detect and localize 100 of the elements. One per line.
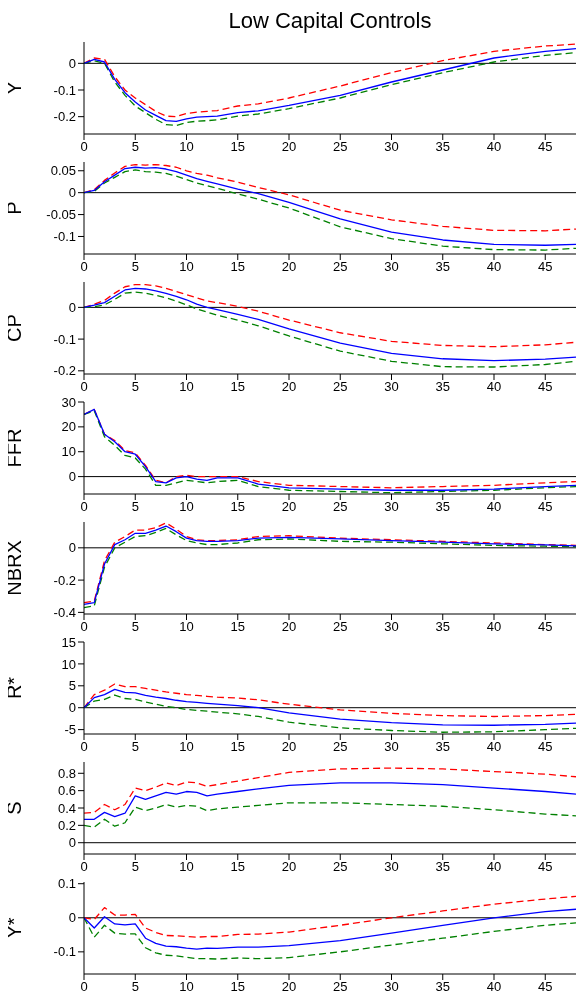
- y-tick-label: 10: [61, 444, 76, 460]
- y-tick-label: -0.1: [53, 82, 76, 98]
- x-tick-label: 45: [538, 139, 553, 155]
- x-tick-label: 25: [333, 379, 348, 395]
- x-tick-label: 35: [435, 739, 450, 755]
- y-tick-label: 5: [68, 678, 76, 694]
- x-tick-label: 40: [486, 859, 502, 875]
- x-tick-label: 10: [179, 739, 194, 755]
- y-tick-label: 20: [61, 419, 76, 435]
- x-tick-label: 5: [131, 379, 139, 395]
- chart-title: Low Capital Controls: [227, 8, 433, 35]
- x-tick-label: 15: [230, 379, 245, 395]
- x-tick-label: 35: [435, 259, 450, 275]
- y-tick-label: 0: [68, 910, 76, 926]
- y-tick-label: 15: [61, 634, 76, 650]
- y-tick-label: 0: [68, 540, 76, 556]
- x-tick-label: 30: [384, 979, 399, 995]
- x-tick-label: 40: [486, 739, 502, 755]
- x-tick-label: 5: [131, 259, 139, 275]
- y-tick-label: 10: [61, 656, 76, 672]
- x-tick-label: 45: [538, 379, 553, 395]
- y-tick-label: 0: [68, 700, 76, 716]
- y-axis-title: FFR: [3, 428, 26, 468]
- x-tick-label: 20: [281, 139, 297, 155]
- y-tick-label: -0.2: [53, 109, 76, 125]
- x-tick-label: 5: [131, 139, 139, 155]
- x-tick-label: 5: [131, 739, 139, 755]
- y-axis-title: Y: [3, 81, 26, 95]
- y-tick-label: 0.1: [57, 876, 76, 892]
- x-tick-label: 10: [179, 499, 194, 515]
- x-tick-label: 25: [333, 259, 348, 275]
- x-tick-label: 0: [80, 499, 88, 515]
- y-tick-label: -0.2: [53, 363, 76, 379]
- x-tick-label: 0: [80, 979, 88, 995]
- x-tick-label: 15: [230, 979, 245, 995]
- x-tick-label: 5: [131, 499, 139, 515]
- y-axis-title: Y*: [3, 917, 26, 939]
- x-tick-label: 45: [538, 979, 553, 995]
- y-tick-label: -0.05: [46, 207, 76, 223]
- x-tick-label: 15: [230, 859, 245, 875]
- x-tick-label: 30: [384, 859, 399, 875]
- y-tick-label: -5: [64, 722, 76, 738]
- x-tick-label: 20: [281, 259, 297, 275]
- x-tick-label: 20: [281, 979, 297, 995]
- x-tick-label: 45: [538, 859, 553, 875]
- x-tick-label: 35: [435, 859, 450, 875]
- x-tick-label: 40: [486, 259, 502, 275]
- y-tick-label: -0.4: [53, 605, 76, 620]
- y-tick-label: 0.2: [57, 817, 76, 833]
- x-tick-label: 0: [80, 379, 88, 395]
- x-tick-label: 20: [281, 619, 297, 635]
- x-tick-label: 35: [435, 379, 450, 395]
- x-tick-label: 40: [486, 499, 502, 515]
- x-tick-label: 40: [486, 619, 502, 635]
- x-tick-label: 20: [281, 739, 297, 755]
- x-tick-label: 35: [435, 139, 450, 155]
- x-tick-label: 45: [538, 739, 553, 755]
- x-tick-label: 10: [179, 859, 194, 875]
- x-tick-label: 0: [80, 619, 88, 635]
- y-tick-label: 0.05: [50, 163, 76, 179]
- x-tick-label: 10: [179, 379, 194, 395]
- x-tick-label: 40: [486, 979, 502, 995]
- y-tick-label: -0.2: [53, 572, 76, 588]
- x-tick-label: 25: [333, 619, 348, 635]
- x-tick-label: 35: [435, 619, 450, 635]
- y-axis-title: S: [3, 801, 26, 815]
- y-tick-label: 30: [61, 394, 76, 410]
- x-tick-label: 30: [384, 259, 399, 275]
- y-axis-title: CP: [3, 314, 26, 342]
- x-tick-label: 5: [131, 979, 139, 995]
- x-tick-label: 0: [80, 259, 88, 275]
- x-tick-label: 35: [435, 499, 450, 515]
- x-tick-label: 15: [230, 259, 245, 275]
- x-tick-label: 45: [538, 499, 553, 515]
- y-tick-label: 0: [68, 835, 76, 851]
- y-tick-label: -0.1: [53, 331, 76, 347]
- x-tick-label: 25: [333, 739, 348, 755]
- y-tick-label: 0.6: [57, 783, 76, 799]
- x-tick-label: 15: [230, 739, 245, 755]
- y-axis-title: P: [3, 201, 26, 215]
- x-tick-label: 10: [179, 979, 194, 995]
- y-tick-label: 0: [68, 469, 76, 485]
- x-tick-label: 30: [384, 619, 399, 635]
- x-tick-label: 25: [333, 979, 348, 995]
- x-tick-label: 30: [384, 499, 399, 515]
- x-tick-label: 25: [333, 139, 348, 155]
- x-tick-label: 15: [230, 139, 245, 155]
- x-tick-label: 30: [384, 379, 399, 395]
- y-tick-label: 0: [68, 185, 76, 201]
- y-tick-label: -0.1: [53, 229, 76, 245]
- y-axis-title: R*: [3, 676, 26, 700]
- y-tick-label: 0.8: [57, 765, 76, 781]
- x-tick-label: 0: [80, 139, 88, 155]
- x-tick-label: 20: [281, 379, 297, 395]
- x-tick-label: 30: [384, 139, 399, 155]
- y-tick-label: 0: [68, 299, 76, 315]
- x-tick-label: 5: [131, 859, 139, 875]
- x-tick-label: 30: [384, 739, 399, 755]
- y-tick-label: 0: [68, 55, 76, 71]
- x-tick-label: 40: [486, 139, 502, 155]
